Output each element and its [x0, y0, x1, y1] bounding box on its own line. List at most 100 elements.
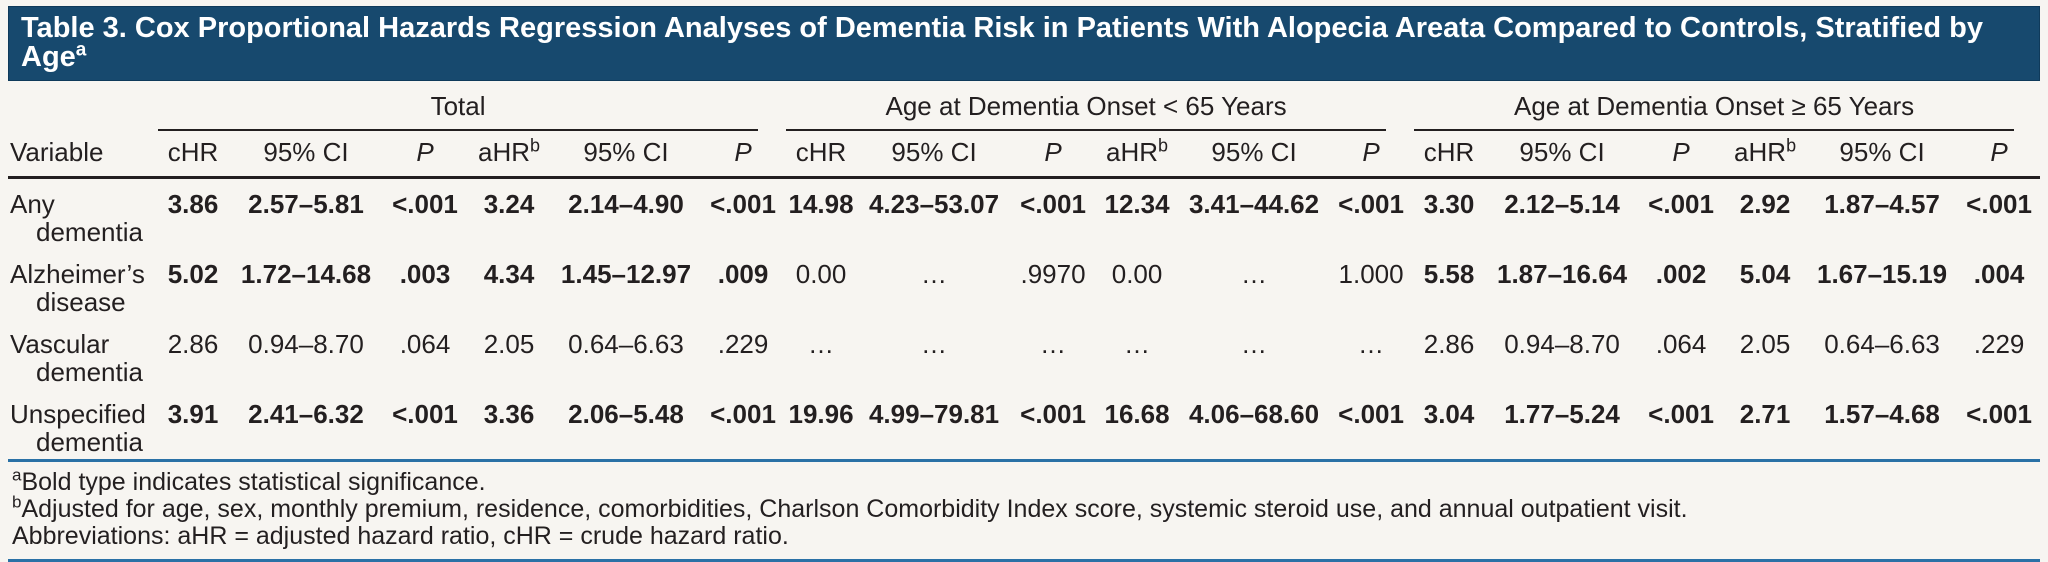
table-cell: .064: [1655, 329, 1707, 359]
table-cell: 1.57–4.68: [1824, 399, 1940, 429]
table-cell: 0.94–8.70: [248, 329, 364, 359]
table-cell: 2.05: [1739, 329, 1791, 359]
footnote-significance: aBold type indicates statistical signifi…: [12, 465, 486, 496]
ahr-superscript: b: [1158, 135, 1169, 156]
table-cell: <.001: [392, 189, 458, 219]
table-cell: 1.87–4.57: [1824, 189, 1940, 219]
table-row-unspecified-dementia: Unspecified dementia 3.91 2.41–6.32 <.00…: [8, 389, 2040, 459]
group-header-total-label: Total: [158, 91, 759, 131]
table-cell: 14.98: [788, 189, 854, 219]
table-cell: .064: [399, 329, 451, 359]
table-cell: <.001: [1020, 189, 1086, 219]
group-header-row: Variable Total Age at Dementia Onset < 6…: [8, 81, 2040, 179]
table-cell: .229: [717, 329, 769, 359]
row-label: Alzheimer’s disease: [10, 259, 145, 317]
row-label: Vascular dementia: [10, 329, 143, 387]
table-cell: <.001: [1338, 399, 1404, 429]
table-cell: <.001: [392, 399, 458, 429]
row-label: Unspecified dementia: [10, 399, 146, 457]
table-cell: .003: [399, 259, 451, 289]
table-figure: Table 3. Cox Proportional Hazards Regres…: [8, 6, 2041, 562]
col-header-p-total: P: [382, 131, 468, 179]
ahr-superscript: b: [530, 135, 541, 156]
table-cell: 4.34: [483, 259, 535, 289]
table-cell: 1.67–15.19: [1816, 259, 1948, 289]
col-header-ci-65plus: 95% CI: [1486, 131, 1639, 179]
table-cell: 2.05: [483, 329, 535, 359]
table-cell: 2.57–5.81: [248, 189, 364, 219]
col-header-ci2-65plus: 95% CI: [1806, 131, 1959, 179]
table-cell: <.001: [1020, 399, 1086, 429]
table-cell: …: [808, 329, 835, 359]
table-cell: .009: [717, 259, 769, 289]
table-cell: …: [1241, 259, 1268, 289]
table-cell: 5.58: [1423, 259, 1475, 289]
col-header-p2-total: P: [702, 131, 785, 179]
col-header-ci-under65: 95% CI: [858, 131, 1011, 179]
table-cell: 1.000: [1338, 259, 1404, 289]
table-cell: 2.71: [1739, 399, 1791, 429]
table-title-bar: Table 3. Cox Proportional Hazards Regres…: [8, 6, 2040, 81]
col-header-ci-total: 95% CI: [230, 131, 382, 179]
table-cell: 12.34: [1104, 189, 1170, 219]
table-cell: .9970: [1020, 259, 1086, 289]
col-header-chr-total: cHR: [156, 131, 230, 179]
table-cell: 1.77–5.24: [1504, 399, 1620, 429]
col-header-chr-65plus: cHR: [1412, 131, 1487, 179]
table-cell: 2.41–6.32: [248, 399, 364, 429]
group-header-onset-65-plus: Age at Dementia Onset ≥ 65 Years: [1412, 81, 2040, 131]
table-cell: 3.36: [483, 399, 535, 429]
table-cell: 2.14–4.90: [568, 189, 684, 219]
table-cell: 0.64–6.63: [1824, 329, 1940, 359]
col-header-p2-under65: P: [1330, 131, 1413, 179]
table-title-superscript: a: [75, 39, 87, 61]
table-cell: <.001: [1338, 189, 1404, 219]
table-cell: 16.68: [1104, 399, 1170, 429]
table-cell: 3.91: [167, 399, 219, 429]
col-header-chr-under65: cHR: [784, 131, 859, 179]
table-cell: <.001: [1966, 189, 2032, 219]
table-cell: .002: [1655, 259, 1707, 289]
table-row-any-dementia: Any dementia 3.86 2.57–5.81 <.001 3.24 2…: [8, 178, 2040, 250]
group-header-onset-65-plus-label: Age at Dementia Onset ≥ 65 Years: [1414, 91, 2015, 131]
table-cell: 3.24: [483, 189, 535, 219]
table-row-alzheimers-disease: Alzheimer’s disease 5.02 1.72–14.68 .003…: [8, 249, 2040, 319]
table-cell: 4.06–68.60: [1188, 399, 1320, 429]
table-cell: …: [1040, 329, 1067, 359]
group-header-onset-under-65-label: Age at Dementia Onset < 65 Years: [786, 91, 1387, 131]
table-cell: 3.30: [1423, 189, 1475, 219]
col-header-ci2-under65: 95% CI: [1178, 131, 1331, 179]
table-title: Table 3. Cox Proportional Hazards Regres…: [21, 12, 1983, 73]
table-cell: 5.02: [167, 259, 219, 289]
column-header-row: cHR 95% CI P aHRb 95% CI P cHR 95% CI P …: [8, 131, 2041, 179]
table-cell: <.001: [1648, 399, 1714, 429]
column-header-variable: Variable: [8, 81, 156, 179]
table-cell: 5.04: [1739, 259, 1791, 289]
table-row-vascular-dementia: Vascular dementia 2.86 0.94–8.70 .064 2.…: [8, 319, 2040, 389]
table-cell: .004: [1973, 259, 2025, 289]
table-cell: 2.86: [1423, 329, 1475, 359]
table-cell: 0.00: [1111, 259, 1163, 289]
group-header-onset-under-65: Age at Dementia Onset < 65 Years: [784, 81, 1412, 131]
table-cell: 4.23–53.07: [868, 189, 1000, 219]
table-cell: 0.00: [795, 259, 847, 289]
table-cell: 1.45–12.97: [560, 259, 692, 289]
col-header-p2-65plus: P: [1958, 131, 2041, 179]
table-cell: 3.41–44.62: [1188, 189, 1320, 219]
table-cell: 1.87–16.64: [1496, 259, 1628, 289]
group-header-total: Total: [156, 81, 784, 131]
col-header-p-under65: P: [1010, 131, 1097, 179]
table-cell: 0.94–8.70: [1504, 329, 1620, 359]
table-cell: <.001: [710, 399, 776, 429]
col-header-p-65plus: P: [1638, 131, 1725, 179]
col-header-ahr-total: aHRb: [468, 131, 550, 179]
col-header-ci2-total: 95% CI: [550, 131, 702, 179]
regression-table: Variable Total Age at Dementia Onset < 6…: [8, 81, 2041, 459]
table-cell: <.001: [710, 189, 776, 219]
table-cell: …: [921, 259, 948, 289]
table-cell: …: [921, 329, 948, 359]
footnotes: aBold type indicates statistical signifi…: [8, 459, 2040, 562]
table-cell: 2.86: [167, 329, 219, 359]
table-cell: …: [1124, 329, 1151, 359]
col-header-ahr-under65: aHRb: [1096, 131, 1179, 179]
